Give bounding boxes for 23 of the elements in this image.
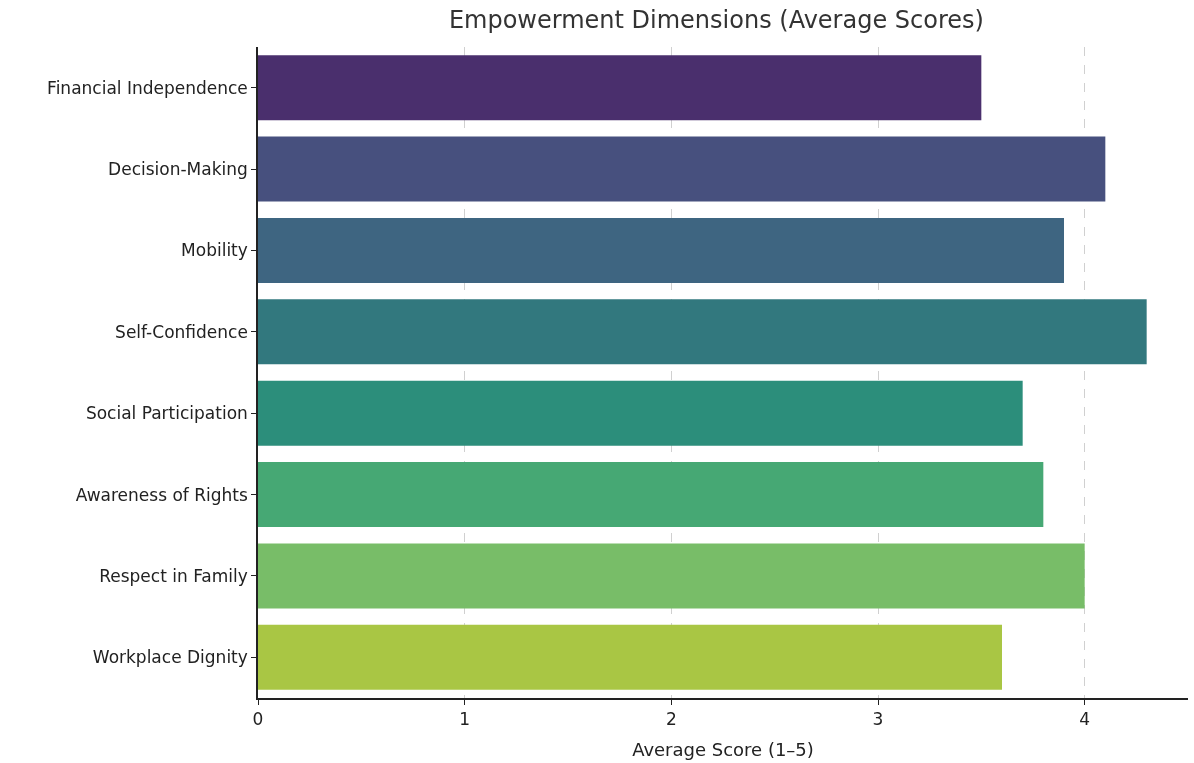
- bar: [258, 299, 1147, 365]
- bar: [258, 380, 1023, 446]
- bar: [258, 462, 1044, 528]
- y-tick-label: Respect in Family: [99, 565, 248, 586]
- bar: [258, 55, 982, 121]
- bar: [258, 624, 1002, 690]
- x-axis-title: Average Score (1–5): [632, 738, 814, 760]
- y-tick-label: Self-Confidence: [115, 321, 248, 342]
- bar: [258, 136, 1106, 202]
- y-tick-label: Decision-Making: [108, 159, 248, 180]
- x-tick-label: 1: [459, 709, 471, 730]
- x-tick-label: 3: [872, 709, 884, 730]
- chart-title: Empowerment Dimensions (Average Scores): [448, 6, 984, 35]
- y-tick-label: Workplace Dignity: [92, 647, 248, 668]
- y-tick-label: Mobility: [181, 240, 248, 261]
- y-tick-label: Awareness of Rights: [75, 484, 248, 505]
- x-tick-label: 2: [665, 709, 677, 730]
- y-tick-label: Social Participation: [85, 403, 248, 424]
- x-tick-label: 4: [1079, 709, 1091, 730]
- y-tick-label: Financial Independence: [47, 77, 248, 98]
- bar: [258, 217, 1064, 283]
- bar: [258, 543, 1085, 609]
- x-tick-label: 0: [252, 709, 264, 730]
